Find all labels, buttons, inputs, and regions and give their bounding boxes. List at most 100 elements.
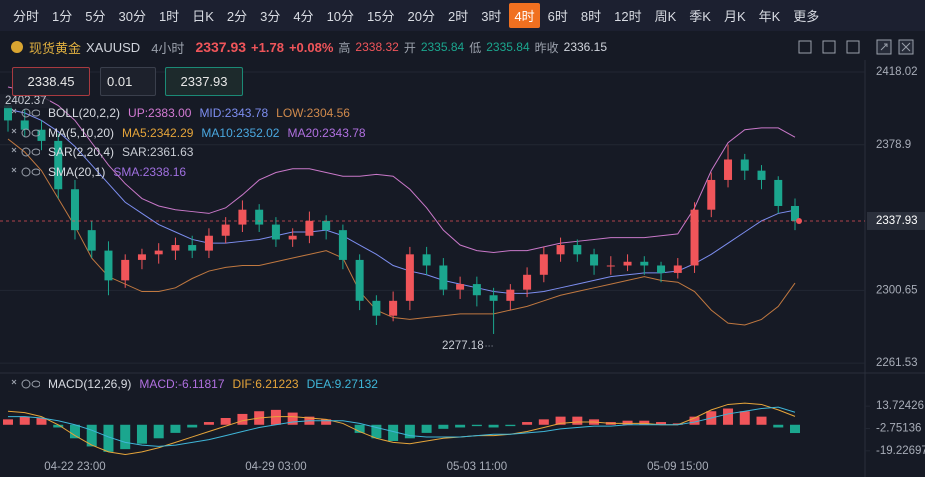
- timeframe-tab[interactable]: 更多: [793, 9, 820, 24]
- candle-body: [573, 245, 582, 255]
- candle-body: [305, 220, 314, 236]
- price: 2337.93: [195, 39, 247, 55]
- indicator-value: LOW:2304.56: [276, 106, 350, 120]
- legend-icons[interactable]: [10, 146, 40, 158]
- candle-body: [372, 300, 381, 316]
- macd-bar: [656, 422, 667, 425]
- band-line: [7, 138, 796, 326]
- indicator-row: MACD(12,26,9) MACD:-6.11817 DIF:6.21223 DEA…: [10, 377, 378, 391]
- indicator-value: DEA:9.27132: [306, 377, 378, 391]
- timeframe-tab[interactable]: 季K: [689, 9, 711, 24]
- candle-body: [188, 245, 197, 251]
- indicator-value: SMA:2338.16: [113, 164, 187, 179]
- candle-body: [20, 120, 29, 130]
- timeframe-tab[interactable]: 4时: [509, 3, 540, 28]
- timeframe-tab[interactable]: 3分: [260, 9, 281, 24]
- legend-icons[interactable]: [10, 166, 40, 178]
- candle-body: [338, 230, 347, 260]
- timeframe-tab[interactable]: 月K: [723, 9, 746, 24]
- timeframe-tab[interactable]: 5分: [85, 9, 106, 24]
- macd-bar: [136, 424, 147, 444]
- header: 现货黄金 XAUUSD 4小时 2337.93 +1.78 +0.08% 高 23…: [0, 35, 925, 59]
- candle-body: [774, 179, 783, 206]
- indicator-value: MA10:2352.02: [201, 125, 280, 140]
- header-tools[interactable]: [797, 38, 917, 56]
- timeframe-tab[interactable]: 8时: [580, 9, 602, 24]
- indicator-row: BOLL(20,2,2) UP:2383.00 MID:2343.78 LOW:230…: [10, 106, 350, 120]
- timeframe-tab[interactable]: 2时: [447, 9, 469, 24]
- indicator-value: DIF:6.21223: [232, 377, 299, 391]
- macd-bar: [270, 409, 281, 425]
- candle-body: [288, 235, 297, 240]
- candle-body: [539, 254, 548, 275]
- macd-bar: [572, 416, 583, 425]
- candle-body: [4, 105, 12, 121]
- candle-body: [121, 259, 130, 281]
- candle-body: [439, 265, 448, 290]
- candle-body: [673, 265, 682, 273]
- macd-bar: [170, 424, 181, 433]
- macd-bar: [86, 424, 97, 447]
- candle-body: [271, 224, 280, 240]
- low-label: 低: [469, 40, 482, 55]
- timeframe-tab[interactable]: 6时: [547, 9, 568, 24]
- y-tick-label: 2261.53: [876, 357, 918, 369]
- timeframe-tab[interactable]: 10分: [326, 9, 355, 24]
- legend-icons[interactable]: [10, 127, 40, 139]
- high: 2338.32: [355, 40, 399, 54]
- legend-icons[interactable]: [10, 378, 40, 390]
- timeframe-tab[interactable]: 年K: [758, 9, 781, 24]
- symbol-code: XAUUSD: [86, 39, 141, 55]
- period: 4小时: [151, 40, 185, 56]
- candle-body: [154, 250, 163, 255]
- indicator-name: SMA(20,1): [48, 164, 106, 179]
- candle-body: [556, 245, 565, 255]
- timeframe-tab[interactable]: 3时: [481, 9, 502, 24]
- timeframe-tab[interactable]: 15分: [367, 9, 395, 24]
- timeframe-tab[interactable]: 30分: [118, 9, 146, 24]
- candle-body: [606, 265, 615, 267]
- low-annotation: 2277.18: [442, 340, 484, 352]
- candle-body: [590, 254, 599, 266]
- macd-bar: [203, 422, 214, 425]
- candle-body: [757, 170, 766, 180]
- timeframe-tab[interactable]: 20分: [407, 9, 435, 24]
- legend-icons[interactable]: [10, 107, 40, 119]
- timeframe-tab[interactable]: 日K: [192, 9, 214, 24]
- candle-body: [70, 189, 79, 231]
- macd-bar: [321, 419, 332, 425]
- candle-body: [472, 284, 481, 296]
- macd-bar: [739, 411, 750, 425]
- macd-bar: [773, 424, 784, 428]
- candle-body: [489, 295, 498, 301]
- high-annotation: 2402.37: [5, 95, 47, 107]
- y-tick-label: -2.75136: [876, 423, 921, 435]
- symbol-name: 现货黄金: [29, 40, 82, 56]
- open-label: 开: [403, 40, 416, 55]
- macd-bar: [488, 424, 499, 428]
- timeframe-tab[interactable]: 2分: [226, 9, 248, 24]
- indicator-row: SMA(20,1) SMA:2338.16: [10, 165, 186, 179]
- y-tick-label: -19.22697: [876, 445, 925, 457]
- candle-body: [523, 274, 532, 290]
- buy-input[interactable]: 2337.93: [165, 67, 243, 96]
- candle-body: [171, 245, 180, 251]
- macd-line: [8, 406, 796, 447]
- timeframe-tab[interactable]: 1时: [158, 9, 180, 24]
- x-tick-label: 04-29 03:00: [245, 461, 306, 473]
- timeframe-tab[interactable]: 分时: [13, 9, 40, 24]
- timeframe-tab[interactable]: 4分: [293, 9, 314, 24]
- macd-bar: [19, 416, 30, 425]
- candle-body: [657, 265, 666, 273]
- lots-input[interactable]: 0.01: [100, 67, 156, 96]
- timeframe-tab[interactable]: 1分: [52, 9, 73, 24]
- macd-bar: [187, 424, 198, 428]
- candle-body: [255, 209, 264, 225]
- timeframe-tab[interactable]: 周K: [654, 9, 677, 24]
- timeframe-tab[interactable]: 12时: [614, 9, 642, 24]
- sell-input[interactable]: 2338.45: [12, 67, 90, 96]
- open: 2335.84: [420, 40, 465, 54]
- candle-body: [405, 254, 414, 301]
